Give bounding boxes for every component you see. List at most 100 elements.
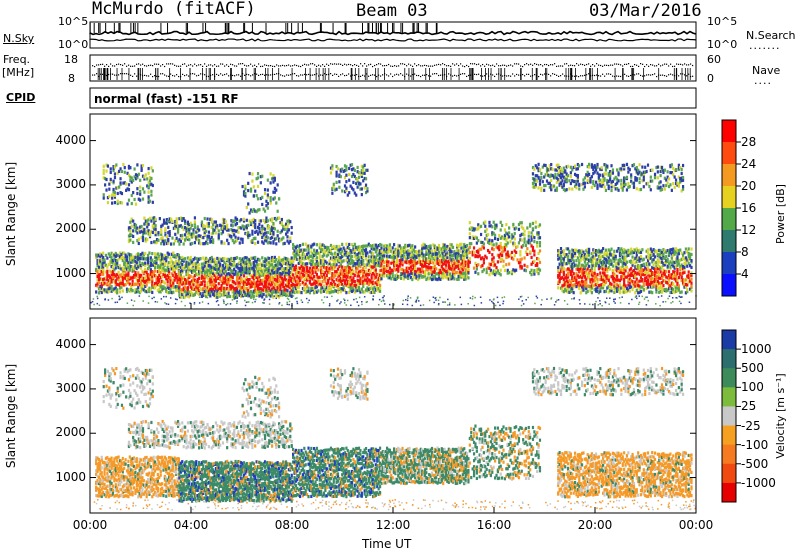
scatter-cell: [690, 252, 693, 257]
scatter-cell: [449, 258, 452, 262]
scatter-cell: [579, 291, 582, 295]
scatter-cell: [416, 271, 420, 276]
scatter-cell: [350, 282, 354, 286]
scatter-cell: [113, 287, 116, 291]
scatter-cell: [557, 268, 560, 272]
scatter-cell: [617, 171, 620, 175]
scatter-cell: [244, 282, 247, 286]
scatter-cell: [128, 253, 131, 257]
scatter-cell: [160, 285, 164, 289]
scatter-cell: [297, 290, 300, 294]
scatter-cell: [451, 269, 455, 273]
scatter-cell: [579, 274, 582, 278]
scatter-cell: [294, 275, 298, 279]
scatter-cell: [350, 243, 354, 247]
scatter-cell: [529, 241, 532, 245]
scatter-cell: [138, 260, 141, 264]
scatter-cell: [559, 286, 563, 290]
scatter-cell: [148, 277, 151, 281]
scatter-cell: [393, 254, 396, 258]
scatter-cell: [502, 246, 505, 250]
scatter-cell: [185, 281, 188, 285]
scatter-cell: [263, 276, 267, 280]
scatter-cell: [350, 289, 354, 294]
scatter-cell: [603, 271, 606, 275]
scatter-cell: [631, 287, 634, 292]
scatter-cell: [325, 248, 328, 252]
scatter-cell: [147, 166, 150, 171]
scatter-cell: [339, 247, 342, 251]
scatter-cell: [418, 260, 421, 265]
scatter-cell: [387, 273, 390, 277]
scatter-cell: [103, 263, 106, 267]
scatter-cell: [587, 162, 591, 166]
scatter-cell: [159, 285, 162, 289]
scatter-cell: [645, 275, 648, 279]
scatter-cell: [322, 248, 326, 252]
scatter-cell: [259, 290, 262, 295]
sky-panel-frame: [89, 21, 697, 49]
scatter-cell: [360, 248, 363, 253]
scatter-cell: [428, 277, 431, 281]
scatter-cell: [341, 242, 344, 246]
scatter-cell: [342, 288, 345, 292]
scatter-cell: [205, 289, 208, 293]
scatter-cell: [217, 267, 220, 271]
scatter-cell: [125, 273, 129, 277]
scatter-cell: [172, 251, 175, 255]
scatter-cell: [162, 259, 165, 263]
scatter-cell: [185, 287, 188, 291]
scatter-cell: [304, 287, 307, 291]
scatter-cell: [356, 165, 359, 170]
scatter-cell: [561, 262, 564, 266]
scatter-cell: [467, 251, 470, 255]
scatter-cell: [566, 267, 570, 271]
scatter-cell: [167, 260, 171, 265]
scatter-cell: [240, 273, 243, 277]
scatter-cell: [221, 278, 225, 282]
scatter-cell: [129, 238, 132, 242]
scatter-cell: [290, 267, 293, 271]
scatter-cell: [282, 289, 285, 293]
scatter-cell: [429, 260, 432, 264]
scatter-cell: [418, 256, 421, 260]
scatter-cell: [638, 259, 641, 263]
scatter-cell: [683, 270, 686, 275]
scatter-cell: [559, 167, 563, 171]
scatter-cell: [148, 280, 151, 284]
scatter-cell: [568, 187, 571, 191]
scatter-cell: [153, 255, 157, 260]
scatter-cell: [457, 271, 460, 276]
scatter-cell: [690, 259, 693, 263]
scatter-cell: [381, 259, 384, 263]
scatter-cell: [374, 264, 377, 268]
scatter-cell: [207, 288, 211, 292]
scatter-cell: [449, 256, 452, 260]
scatter-cell: [329, 256, 333, 260]
scatter-cell: [488, 241, 491, 246]
scatter-cell: [231, 269, 234, 273]
scatter-cell: [223, 269, 226, 273]
scatter-cell: [690, 277, 693, 281]
scatter-cell: [322, 277, 326, 281]
scatter-cell: [254, 286, 257, 290]
scatter-cell: [103, 281, 106, 285]
scatter-cell: [148, 274, 151, 278]
scatter-cell: [189, 289, 192, 294]
scatter-cell: [538, 168, 542, 172]
scatter-cell: [177, 286, 181, 290]
scatter-cell: [377, 287, 380, 291]
scatter-cell: [526, 247, 529, 251]
scatter-cell: [503, 245, 507, 249]
scatter-cell: [210, 265, 213, 269]
scatter-cell: [519, 221, 522, 225]
scatter-cell: [667, 177, 671, 181]
scatter-cell: [656, 170, 659, 174]
scatter-cell: [359, 277, 362, 281]
scatter-cell: [562, 272, 565, 277]
scatter-cell: [395, 255, 399, 259]
scatter-cell: [378, 242, 382, 247]
scatter-cell: [674, 168, 678, 172]
scatter-cell: [559, 246, 563, 251]
scatter-cell: [292, 278, 295, 283]
